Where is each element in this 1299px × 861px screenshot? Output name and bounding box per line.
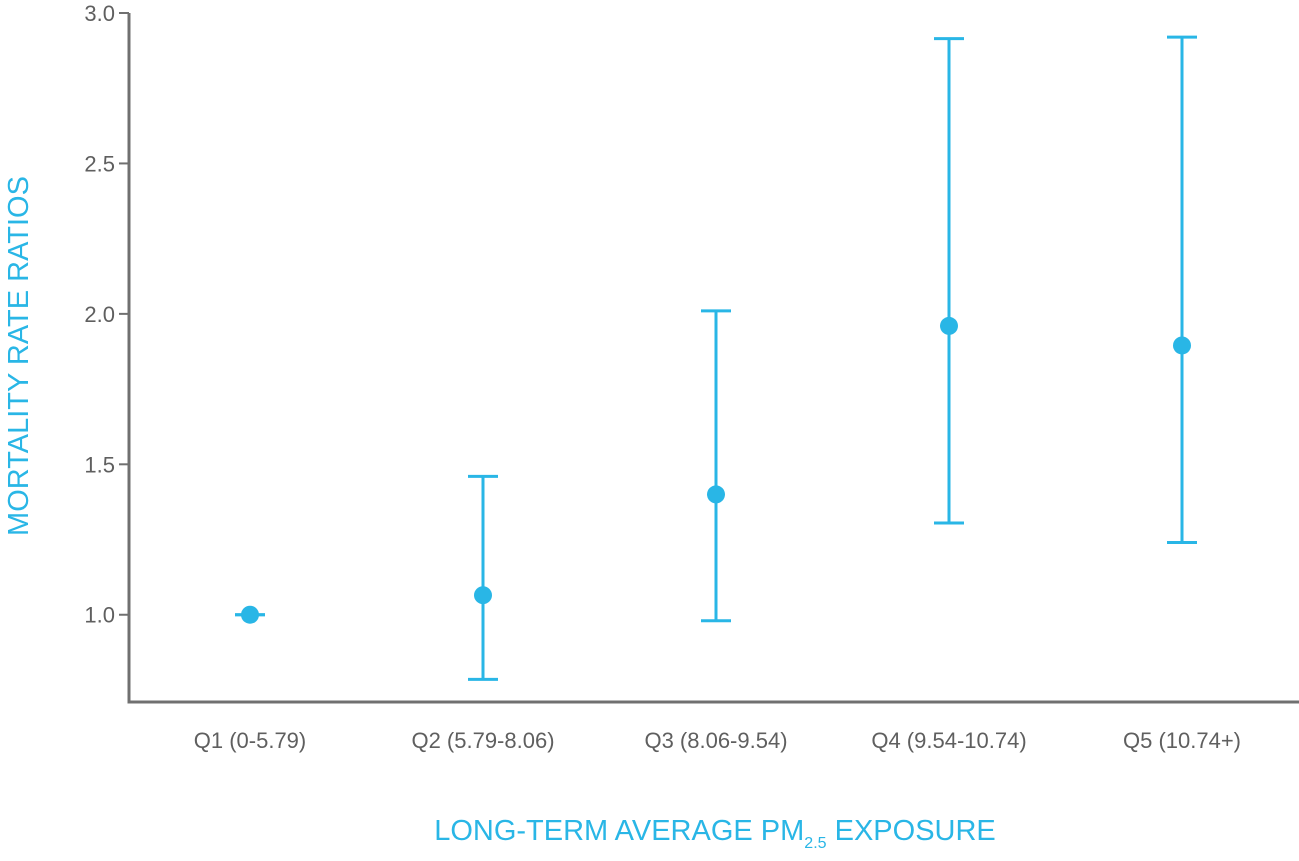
y-tick-label: 1.5	[84, 452, 115, 477]
axes	[127, 13, 1299, 704]
y-tick-label: 2.0	[84, 302, 115, 327]
data-point	[474, 586, 492, 605]
data-point	[707, 485, 725, 504]
error-bar-group	[701, 309, 731, 623]
x-axis-title: LONG-TERM AVERAGE PM2.5 EXPOSURE	[434, 815, 996, 852]
data-point	[940, 316, 958, 335]
x-tick-label: Q3 (8.06-9.54)	[644, 728, 787, 753]
data-marks	[235, 35, 1197, 681]
x-axis-tick-labels: Q1 (0-5.79) Q2 (5.79-8.06) Q3 (8.06-9.54) Q…	[194, 728, 1241, 753]
x-tick-label: Q5 (10.74+)	[1123, 728, 1241, 753]
x-axis-title-suffix: EXPOSURE	[827, 815, 996, 847]
x-tick-label: Q1 (0-5.79)	[194, 728, 307, 753]
x-tick-label: Q2 (5.79-8.06)	[411, 728, 554, 753]
y-tick-label: 1.0	[84, 603, 115, 628]
y-tick-label: 3.0	[84, 1, 115, 26]
error-bar-group	[934, 37, 964, 525]
y-axis-ticks: 1.0 1.5 2.0 2.5 3.0	[84, 1, 129, 628]
x-axis-title-subscript: 2.5	[804, 835, 826, 852]
error-bar-group	[1167, 35, 1197, 545]
data-point	[241, 605, 259, 624]
y-axis-title: MORTALITY RATE RATIOS	[3, 176, 35, 536]
error-bar-group	[468, 474, 498, 681]
error-bar-group	[235, 605, 265, 624]
x-axis-title-main: LONG-TERM AVERAGE PM	[434, 815, 804, 847]
data-point	[1173, 336, 1191, 355]
x-tick-label: Q4 (9.54-10.74)	[871, 728, 1026, 753]
y-tick-label: 2.5	[84, 151, 115, 176]
